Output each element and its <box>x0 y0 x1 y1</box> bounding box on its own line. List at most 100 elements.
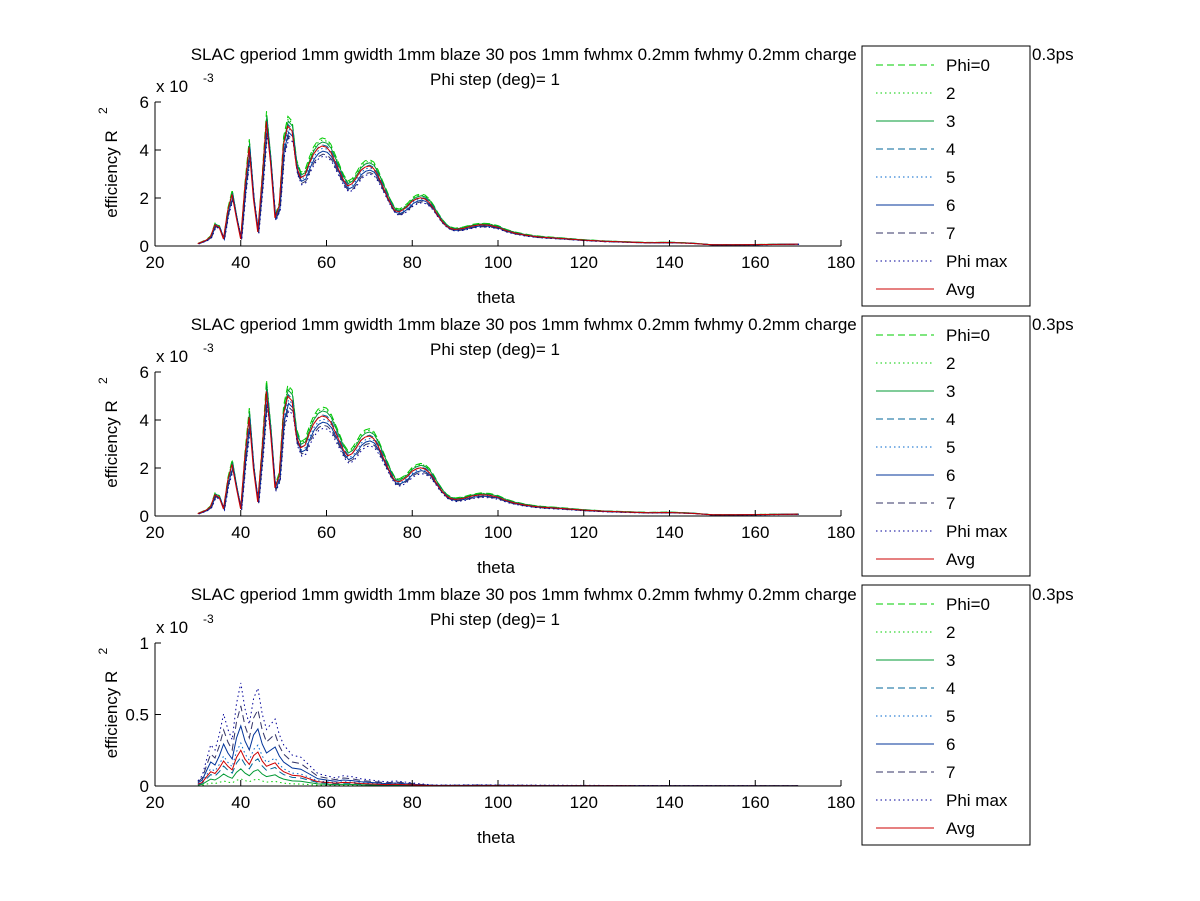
x-tick-label: 40 <box>231 253 250 272</box>
legend-entry: 4 <box>946 410 955 429</box>
legend-entry: 2 <box>946 84 955 103</box>
chart-panel-1: SLAC gperiod 1mm gwidth 1mm blaze 30 pos… <box>96 45 1074 307</box>
y-tick-label: 4 <box>140 141 149 160</box>
y-tick-label: 0 <box>140 237 149 256</box>
series-line-phi-max <box>198 134 800 246</box>
legend: Phi=0 2 3 4 5 6 7 Phi max Avg <box>861 584 1031 846</box>
x-tick-label: 120 <box>570 793 598 812</box>
x-tick-label: 100 <box>484 253 512 272</box>
legend-entry: 2 <box>946 354 955 373</box>
legend: Phi=0 2 3 4 5 6 7 Phi max Avg <box>861 45 1031 307</box>
legend-entry: 7 <box>946 494 955 513</box>
legend-entry: Phi=0 <box>946 326 990 345</box>
chart-title-tail: 0.3ps <box>1032 585 1074 604</box>
y-axis-label-group: efficiency R 2 <box>96 648 121 759</box>
legend-entry: 2 <box>946 623 955 642</box>
y-axis-label-group: efficiency R 2 <box>96 377 121 488</box>
x-axis-label: theta <box>477 828 515 847</box>
chart-subtitle: Phi step (deg)= 1 <box>430 610 560 629</box>
legend-entry: 3 <box>946 382 955 401</box>
x-tick-label: 20 <box>146 523 165 542</box>
x-tick-label: 100 <box>484 523 512 542</box>
series-group <box>197 379 800 516</box>
legend-entry: Phi=0 <box>946 56 990 75</box>
x-tick-label: 140 <box>655 253 683 272</box>
legend-entry: 5 <box>946 168 955 187</box>
x-tick-label: 160 <box>741 793 769 812</box>
series-line-avg <box>197 121 798 246</box>
x-tick-label: 140 <box>655 523 683 542</box>
x-tick-label: 40 <box>231 523 250 542</box>
x-tick-label: 80 <box>403 253 422 272</box>
legend-entry: Avg <box>946 550 975 569</box>
chart-title: SLAC gperiod 1mm gwidth 1mm blaze 30 pos… <box>191 45 900 64</box>
series-line-avg <box>197 391 798 516</box>
legend-entry: 4 <box>946 140 955 159</box>
y-axis-label-superscript: 2 <box>96 107 110 114</box>
legend-entry: 6 <box>946 196 955 215</box>
legend-entry: 6 <box>946 466 955 485</box>
x-axis-label: theta <box>477 288 515 307</box>
x-tick-label: 180 <box>827 793 855 812</box>
x-tick-label: 180 <box>827 523 855 542</box>
x-tick-label: 180 <box>827 253 855 272</box>
x-tick-label: 80 <box>403 523 422 542</box>
legend-entry: 5 <box>946 707 955 726</box>
legend: Phi=0 2 3 4 5 6 7 Phi max Avg <box>861 315 1031 577</box>
series-line-7 <box>197 705 799 787</box>
y-tick-label: 2 <box>140 189 149 208</box>
y-axis-label: efficiency R <box>102 671 121 759</box>
y-tick-label: 0 <box>140 507 149 526</box>
legend-box <box>861 315 1031 577</box>
y-exponent-label: x 10 <box>156 77 188 96</box>
legend-entry: Phi max <box>946 791 1008 810</box>
x-tick-label: 140 <box>655 793 683 812</box>
chart-panel-3: SLAC gperiod 1mm gwidth 1mm blaze 30 pos… <box>96 584 1074 847</box>
y-tick-label: 0 <box>140 777 149 796</box>
chart-title-tail: 0.3ps <box>1032 315 1074 334</box>
legend-entry: Avg <box>946 819 975 838</box>
legend-entry: 3 <box>946 651 955 670</box>
x-tick-label: 160 <box>741 523 769 542</box>
chart-subtitle: Phi step (deg)= 1 <box>430 340 560 359</box>
y-tick-label: 0.5 <box>125 706 149 725</box>
y-exponent-superscript: -3 <box>203 341 214 355</box>
y-tick-label: 6 <box>140 93 149 112</box>
chart-title-tail: 0.3ps <box>1032 45 1074 64</box>
x-tick-label: 60 <box>317 253 336 272</box>
y-axis-label: efficiency R <box>102 400 121 488</box>
y-exponent-superscript: -3 <box>203 612 214 626</box>
chart-subtitle: Phi step (deg)= 1 <box>430 70 560 89</box>
x-tick-label: 120 <box>570 523 598 542</box>
chart-panel-2: SLAC gperiod 1mm gwidth 1mm blaze 30 pos… <box>96 315 1074 577</box>
y-axis-label-group: efficiency R 2 <box>96 107 121 218</box>
legend-entry: 7 <box>946 763 955 782</box>
y-tick-label: 6 <box>140 363 149 382</box>
chart-title: SLAC gperiod 1mm gwidth 1mm blaze 30 pos… <box>191 585 900 604</box>
legend-entry: 6 <box>946 735 955 754</box>
legend-entry: Phi=0 <box>946 595 990 614</box>
y-axis-label: efficiency R <box>102 130 121 218</box>
legend-entry: 4 <box>946 679 955 698</box>
series-line-phi-max <box>197 682 799 787</box>
legend-entry: Phi max <box>946 252 1008 271</box>
x-tick-label: 160 <box>741 253 769 272</box>
legend-entry: 5 <box>946 438 955 457</box>
legend-entry: 3 <box>946 112 955 131</box>
y-tick-label: 2 <box>140 459 149 478</box>
x-axis-label: theta <box>477 558 515 577</box>
legend-box <box>861 45 1031 307</box>
x-tick-label: 60 <box>317 793 336 812</box>
x-tick-label: 20 <box>146 253 165 272</box>
legend-entry: 7 <box>946 224 955 243</box>
x-tick-label: 60 <box>317 523 336 542</box>
series-group <box>197 111 800 246</box>
y-tick-label: 1 <box>140 634 149 653</box>
x-tick-label: 20 <box>146 793 165 812</box>
x-tick-label: 80 <box>403 793 422 812</box>
y-axis-label-superscript: 2 <box>96 377 110 384</box>
y-axis-label-superscript: 2 <box>96 648 110 655</box>
y-exponent-label: x 10 <box>156 347 188 366</box>
x-tick-label: 120 <box>570 253 598 272</box>
